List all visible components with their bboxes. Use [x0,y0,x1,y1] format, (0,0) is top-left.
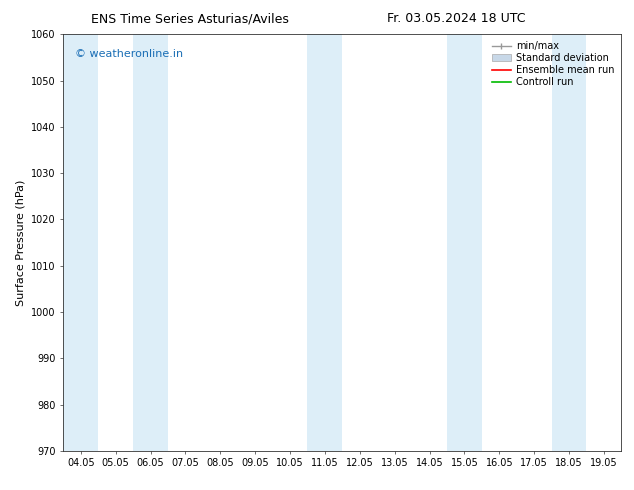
Bar [133,34,168,451]
Text: ENS Time Series Asturias/Aviles: ENS Time Series Asturias/Aviles [91,12,289,25]
Bar [307,34,342,451]
Text: Fr. 03.05.2024 18 UTC: Fr. 03.05.2024 18 UTC [387,12,526,25]
Text: © weatheronline.in: © weatheronline.in [75,49,183,59]
Bar [447,34,482,451]
Y-axis label: Surface Pressure (hPa): Surface Pressure (hPa) [16,179,25,306]
Bar [63,34,98,451]
Legend: min/max, Standard deviation, Ensemble mean run, Controll run: min/max, Standard deviation, Ensemble me… [489,39,616,89]
Bar [552,34,586,451]
